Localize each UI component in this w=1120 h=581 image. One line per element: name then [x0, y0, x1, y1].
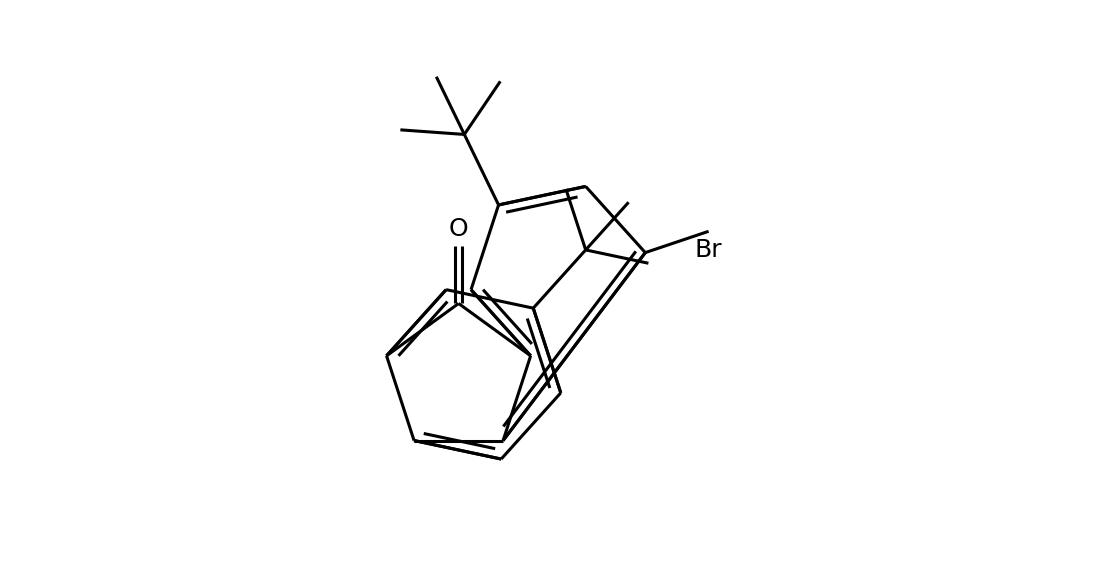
Text: O: O [449, 217, 468, 241]
Text: Br: Br [694, 238, 722, 263]
